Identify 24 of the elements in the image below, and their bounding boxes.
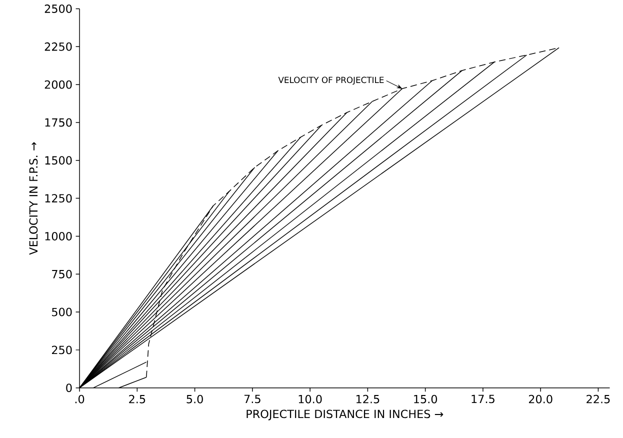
y-tick-label: 250: [52, 346, 72, 354]
x-tick-label: 17.5: [472, 394, 494, 404]
y-tick-label: 1750: [45, 118, 72, 127]
y-tick-label: 2000: [44, 80, 72, 89]
y-tick-label: 2250: [44, 42, 72, 51]
y-tick-label: 1000: [45, 232, 72, 240]
x-tick-label: .0: [75, 394, 84, 404]
y-axis-title: VELOCITY IN F.P.S. →: [29, 142, 38, 255]
y-tick-label: 1250: [45, 194, 72, 202]
x-tick-label: 2.5: [129, 394, 146, 404]
y-tick-label: 1500: [45, 156, 72, 165]
x-tick-label: 5.0: [186, 394, 203, 404]
annotation: VELOCITY OF PROJECTILE: [278, 76, 384, 85]
x-tick-label: 12.5: [356, 394, 380, 404]
x-tick-label: 20.0: [528, 394, 552, 404]
x-tick-label: 10.0: [298, 394, 322, 404]
y-tick-label: 750: [52, 270, 72, 278]
x-tick-label: 15.0: [414, 394, 438, 404]
y-tick-label: 2500: [44, 4, 72, 13]
y-tick-label: 500: [52, 308, 72, 316]
y-tick-label: 0: [66, 384, 72, 392]
x-tick-label: 22.5: [586, 394, 610, 404]
x-axis-title: PROJECTILE DISTANCE IN INCHES →: [246, 410, 444, 420]
x-tick-label: 7.5: [244, 394, 260, 404]
